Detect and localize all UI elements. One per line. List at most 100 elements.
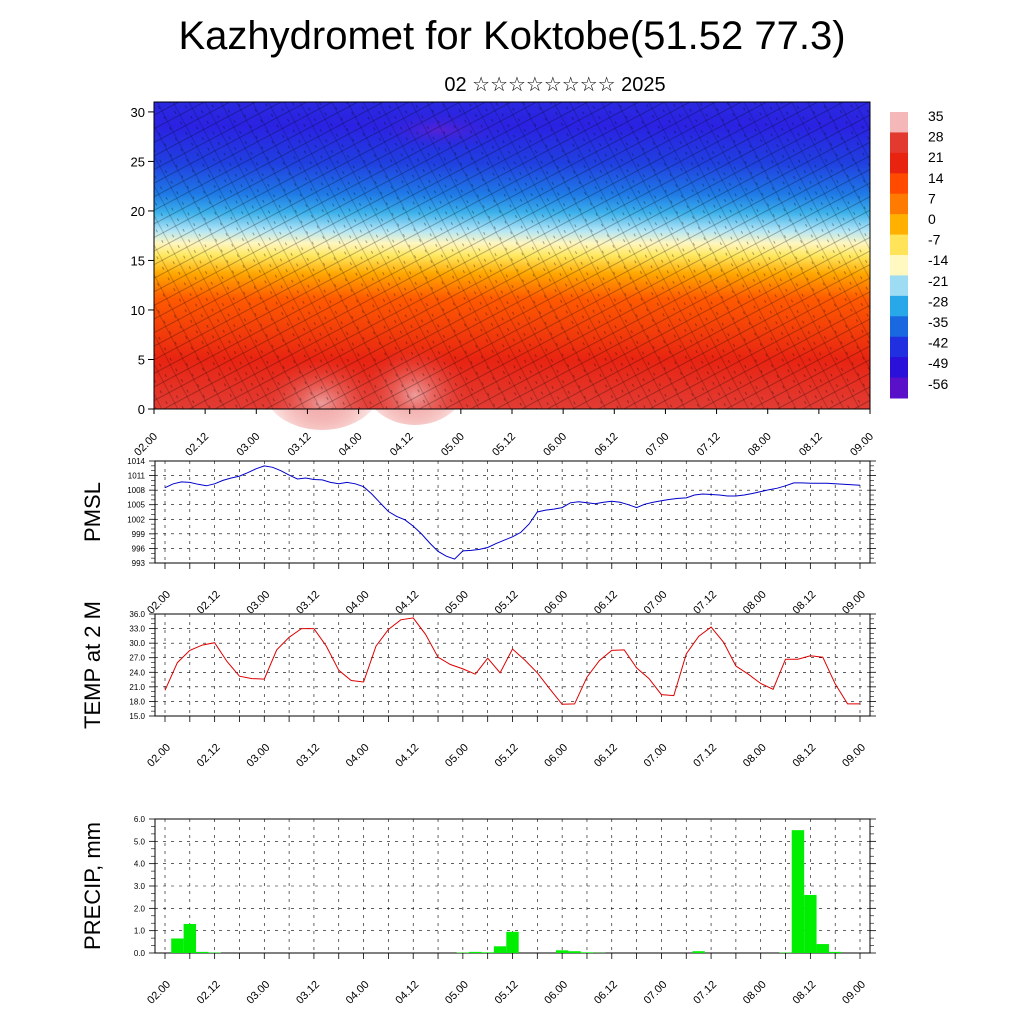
x-tick-label: 06.00 — [542, 742, 570, 770]
x-tick-label: 05.12 — [490, 431, 518, 459]
x-tick-label: 03.12 — [294, 979, 322, 1007]
x-tick-label: 09.00 — [840, 979, 868, 1007]
chart-title: Kazhydromet for Koktobe(51.52 77.3) — [178, 14, 846, 58]
y-tick-label: 1002 — [127, 515, 145, 524]
x-tick-label: 07.12 — [691, 979, 719, 1007]
x-tick-label: 05.12 — [493, 742, 521, 770]
colorbar-label: 35 — [928, 108, 944, 124]
colorbar-label: -28 — [928, 293, 948, 309]
x-tick-label: 08.12 — [791, 742, 819, 770]
precip-bar — [493, 946, 507, 953]
y-axis-label: PRECIP, mm — [80, 822, 105, 950]
y-tick-label: 25 — [131, 154, 145, 169]
precip-bar — [816, 944, 829, 953]
x-tick-label: 02.12 — [183, 431, 211, 459]
colorbar-legend: 35 28 21 14 7 0 -7 -14 -21 -28 -35 -42 -49 -56 — [890, 108, 948, 399]
colorbar-label: -35 — [928, 314, 948, 330]
y-tick-label: 15 — [131, 253, 145, 268]
colorbar-label: 7 — [928, 190, 936, 206]
temperature-cross-section: 0 5 10 15 20 25 30 02.00 02.12 03.00 03.12 04.00 04.… — [131, 101, 876, 459]
x-tick-label: 08.12 — [791, 979, 819, 1007]
colorbar-label: -21 — [928, 273, 948, 289]
colorbar-label: -42 — [928, 335, 948, 351]
x-tick-label: 09.00 — [840, 589, 868, 617]
x-tick-label: 07.00 — [642, 979, 670, 1007]
x-tick-label: 09.00 — [840, 742, 868, 770]
colorbar-swatch — [890, 112, 908, 133]
y-tick-label: 18.0 — [129, 697, 145, 706]
x-tick-label: 08.00 — [741, 742, 769, 770]
x-tick-label: 02.12 — [195, 742, 223, 770]
precip-bar — [568, 951, 581, 953]
colorbar-swatch — [890, 152, 908, 174]
x-tick-label: 04.00 — [337, 431, 365, 459]
colorbar-swatch — [890, 357, 908, 379]
precip-bar — [469, 951, 482, 953]
chart-subtitle: 02 ☆☆☆☆☆☆☆☆ 2025 — [444, 74, 666, 96]
y-tick-label: 999 — [132, 530, 146, 539]
x-tick-label: 06.12 — [592, 431, 620, 459]
y-tick-label: 27.0 — [129, 654, 145, 663]
y-tick-label: 1014 — [127, 457, 145, 466]
x-tick-label: 04.00 — [344, 589, 372, 617]
precip-bar — [804, 894, 817, 953]
y-tick-label: 4.0 — [134, 860, 146, 869]
x-tick-label: 03.12 — [294, 589, 322, 617]
x-tick-label: 04.12 — [393, 979, 421, 1007]
x-tick-label: 06.12 — [592, 589, 620, 617]
x-tick-label: 05.00 — [443, 979, 471, 1007]
colorbar-label: 14 — [928, 170, 944, 186]
colorbar-swatch — [890, 234, 908, 256]
x-tick-label: 06.12 — [592, 742, 620, 770]
colorbar-swatch — [890, 255, 908, 276]
x-tick-label: 03.12 — [286, 431, 314, 459]
x-tick-label: 05.12 — [493, 979, 521, 1007]
colorbar-label: -56 — [928, 376, 948, 392]
y-axis-label: PMSL — [80, 482, 105, 542]
y-tick-label: 21.0 — [129, 683, 145, 692]
precip-bar — [481, 952, 494, 953]
series-line — [164, 465, 861, 560]
precip-bar — [580, 952, 594, 953]
colorbar-label: -7 — [928, 232, 941, 248]
x-tick-label: 03.00 — [244, 979, 272, 1007]
x-tick-label: 02.00 — [145, 742, 173, 770]
x-tick-label: 03.00 — [244, 742, 272, 770]
y-tick-label: 6.0 — [134, 815, 146, 824]
colorbar-label: 21 — [928, 149, 944, 165]
series-line — [164, 617, 860, 705]
x-tick-label: 02.12 — [195, 979, 223, 1007]
x-tick-label: 03.00 — [244, 589, 272, 617]
y-tick-label: 15.0 — [129, 712, 145, 721]
x-tick-label: 02.00 — [145, 589, 173, 617]
x-tick-label: 08.00 — [746, 431, 774, 459]
x-tick-label: 05.00 — [443, 742, 471, 770]
precip-bar — [692, 951, 705, 953]
y-tick-label: 1008 — [127, 486, 145, 495]
colorbar-swatch — [890, 316, 908, 338]
x-tick-label: 08.12 — [791, 589, 819, 617]
colorbar-swatch — [890, 275, 908, 297]
y-tick-label: 30 — [131, 105, 145, 120]
x-tick-label: 04.12 — [393, 742, 421, 770]
pmsl-line-panel: 1014 1011 1008 1005 1002 999 996 993 PMSL 02.00 02… — [80, 457, 876, 617]
colorbar-swatch — [890, 173, 908, 195]
colorbar-swatch — [890, 336, 908, 358]
x-tick-label: 04.12 — [393, 589, 421, 617]
precip-bar — [791, 830, 805, 953]
y-tick-label: 5 — [138, 352, 145, 367]
precip-bar — [555, 950, 569, 953]
precip-bar — [828, 951, 842, 953]
y-tick-label: 20 — [131, 204, 145, 219]
x-tick-label: 07.12 — [691, 742, 719, 770]
x-tick-label: 09.00 — [848, 431, 876, 459]
x-tick-label: 06.00 — [542, 979, 570, 1007]
x-tick-label: 07.12 — [695, 431, 723, 459]
y-tick-label: 24.0 — [129, 668, 145, 677]
y-tick-label: 10 — [131, 303, 145, 318]
colorbar-swatch — [890, 132, 908, 154]
y-tick-label: 1011 — [128, 472, 146, 481]
x-tick-label: 03.12 — [294, 742, 322, 770]
x-tick-label: 06.00 — [541, 431, 569, 459]
